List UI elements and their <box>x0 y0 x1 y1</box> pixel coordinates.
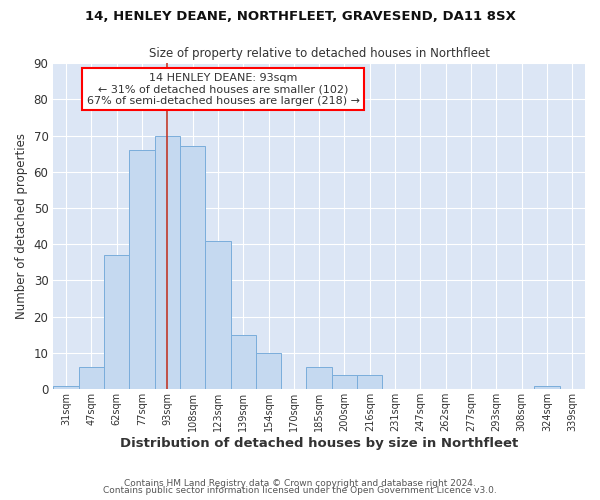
Bar <box>180 146 205 389</box>
X-axis label: Distribution of detached houses by size in Northfleet: Distribution of detached houses by size … <box>120 437 518 450</box>
Bar <box>79 368 104 389</box>
Bar <box>205 240 230 389</box>
Bar <box>230 335 256 389</box>
Bar <box>53 386 79 389</box>
Bar <box>129 150 155 389</box>
Bar <box>104 255 129 389</box>
Bar <box>357 374 382 389</box>
Bar <box>332 374 357 389</box>
Bar <box>155 136 180 389</box>
Text: 14 HENLEY DEANE: 93sqm
← 31% of detached houses are smaller (102)
67% of semi-de: 14 HENLEY DEANE: 93sqm ← 31% of detached… <box>87 73 360 106</box>
Text: Contains HM Land Registry data © Crown copyright and database right 2024.: Contains HM Land Registry data © Crown c… <box>124 478 476 488</box>
Bar <box>535 386 560 389</box>
Bar <box>256 353 281 389</box>
Text: 14, HENLEY DEANE, NORTHFLEET, GRAVESEND, DA11 8SX: 14, HENLEY DEANE, NORTHFLEET, GRAVESEND,… <box>85 10 515 23</box>
Title: Size of property relative to detached houses in Northfleet: Size of property relative to detached ho… <box>149 48 490 60</box>
Y-axis label: Number of detached properties: Number of detached properties <box>15 133 28 319</box>
Bar <box>307 368 332 389</box>
Text: Contains public sector information licensed under the Open Government Licence v3: Contains public sector information licen… <box>103 486 497 495</box>
